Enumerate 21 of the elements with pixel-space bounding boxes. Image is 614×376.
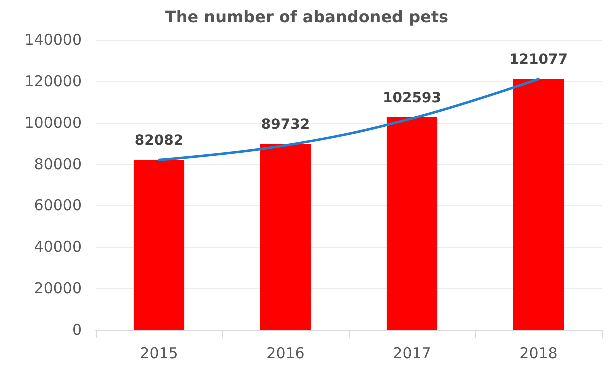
- x-tick-label: 2015: [140, 344, 178, 362]
- x-tick-label: 2016: [266, 344, 305, 362]
- bar: [513, 79, 564, 330]
- data-label: 102593: [383, 90, 442, 106]
- x-tick-label: 2018: [520, 344, 558, 362]
- bar: [134, 160, 185, 330]
- bar: [260, 144, 312, 330]
- data-label: 89732: [261, 117, 310, 134]
- y-tick-label: 40000: [34, 238, 82, 256]
- y-tick-label: 20000: [34, 280, 82, 298]
- y-tick-label: 0: [72, 321, 82, 339]
- y-tick-label: 80000: [34, 155, 82, 174]
- y-tick-label: 60000: [34, 196, 82, 215]
- y-tick-label: 100000: [24, 114, 82, 132]
- y-tick-label: 140000: [24, 31, 82, 49]
- data-label: 121077: [510, 52, 568, 68]
- x-tick-label: 2017: [393, 344, 432, 362]
- bar: [386, 117, 438, 330]
- y-tick-label: 120000: [24, 72, 82, 90]
- chart-title: The number of abandoned pets: [165, 8, 449, 26]
- data-label: 82082: [134, 132, 184, 149]
